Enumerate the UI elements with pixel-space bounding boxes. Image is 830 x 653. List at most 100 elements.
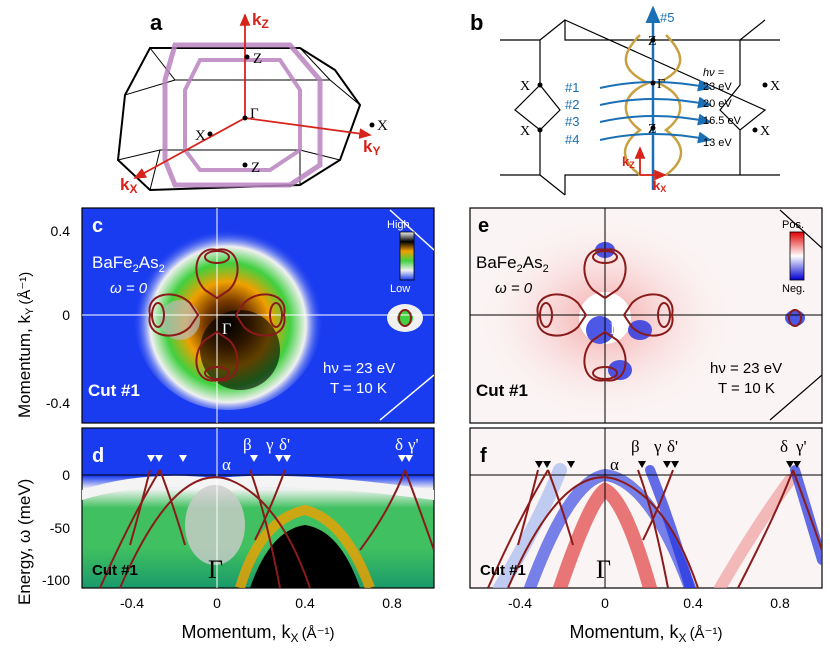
ky-axis (244, 117, 372, 139)
band-f-gamma: γ (653, 437, 662, 456)
diag-x-left: X (520, 79, 530, 94)
bz-hex-purple (183, 58, 302, 172)
panel-a-bz: a kZ kY kX Z Γ Z X X (116, 10, 388, 196)
disp-f-bands (487, 469, 822, 588)
diag-kx-label: kX (653, 178, 666, 194)
bz-z-bot: Z (251, 160, 260, 176)
xtick-f-0.4: 0.4 (683, 595, 703, 611)
map-e-contours (536, 248, 802, 382)
diag-gamma: Γ (657, 77, 665, 92)
hv4: 13 eV (703, 137, 732, 149)
bz-inner-purple (162, 42, 323, 188)
xtick-f-0.8: 0.8 (770, 595, 790, 611)
panel-b-cuts: b #5 #1 #2 #3 #4 hν = 23 eV 20 eV 16.5 e… (470, 5, 780, 196)
panel-d-dispersion: α β γ δ' δ γ' d Cut #1 Γ 0 -50 -100 Ener… (15, 427, 435, 645)
map-e-T: T = 10 K (718, 380, 775, 397)
cbar-c-low: Low (390, 283, 410, 295)
cut5-label: #5 (660, 10, 674, 25)
band-d-gamma: γ (265, 435, 274, 454)
map-c-T: T = 10 K (330, 380, 387, 397)
band-d-gammap: γ' (407, 435, 419, 454)
map-c-gamma: Γ (222, 321, 231, 338)
diag-kz-label: kZ (622, 154, 635, 170)
diag-z-mid: Z (648, 122, 657, 137)
hv2: 20 eV (703, 98, 732, 110)
panel-label-b: b (470, 10, 483, 35)
cut4-label: #4 (565, 132, 579, 147)
xtick-f-0: 0 (601, 595, 609, 611)
fs-right-gold (654, 34, 683, 176)
xtick-d-0: 0 (213, 595, 221, 611)
map-e-hv: hν = 23 eV (710, 360, 782, 377)
ytick-d-0: 0 (62, 467, 70, 483)
band-d-delta: δ (395, 435, 403, 454)
bz-edges (117, 47, 361, 191)
disp-d-cut: Cut #1 (92, 562, 138, 579)
map-e-compound: BaFe2As2 (476, 253, 549, 275)
cbar-e-pos: Pos. (782, 219, 804, 231)
cbar-c-high: High (387, 219, 410, 231)
band-f-gammap: γ' (795, 437, 807, 456)
diag-x-right2: X (760, 124, 770, 139)
cut2-arrow (599, 96, 712, 109)
xlabel-f: Momentum, kX (Å⁻¹) (570, 622, 723, 645)
ytick-c-neg0.4: -0.4 (46, 395, 70, 411)
diag-x-right: X (770, 79, 780, 94)
map-e-cut: Cut #1 (476, 381, 528, 400)
ylabel-c: Momentum, kY(Å⁻¹) (15, 272, 36, 418)
disp-f-cut: Cut #1 (480, 562, 526, 579)
kz-label: kZ (252, 10, 269, 31)
panel-e-map: Pos. Neg. e BaFe2As2 ω = 0 hν = 23 eV T … (469, 207, 823, 424)
disp-f-markers (535, 461, 801, 468)
diag-z-top: Z (648, 34, 657, 49)
ytick-c-0.4: 0.4 (51, 223, 71, 239)
diag-x-left2: X (520, 124, 530, 139)
map-c-omega: ω = 0 (110, 280, 148, 297)
band-d-deltap: δ' (279, 435, 290, 454)
disp-d-gamma-big: Γ (208, 555, 223, 584)
band-d-beta: β (243, 435, 252, 454)
map-c-cut: Cut #1 (88, 381, 140, 400)
map-e-gamma: Γ (610, 321, 619, 338)
bz-gamma: Γ (250, 106, 259, 122)
panel-label-c: c (92, 215, 103, 237)
bz-left-lines (500, 19, 566, 196)
panel-f-dispersion: α β γ δ' δ γ' f Cut #1 Γ -0.4 0 0.4 0.8 … (469, 427, 823, 645)
ylabel-d: Energy, ω (meV) (15, 479, 34, 605)
kx-axis (133, 117, 246, 179)
cut2-label: #2 (565, 97, 579, 112)
map-c-contours (148, 248, 412, 382)
cbar-c (399, 231, 415, 281)
map-c-compound: BaFe2As2 (92, 253, 165, 275)
cut1-label: #1 (565, 80, 579, 95)
band-f-delta: δ (780, 437, 788, 456)
cut3-label: #3 (565, 114, 579, 129)
disp-d-bands (99, 469, 434, 588)
xtick-d-0.8: 0.8 (382, 595, 402, 611)
hv1: 23 eV (703, 81, 732, 93)
map-c-hv: hν = 23 eV (323, 360, 395, 377)
bz-z-top: Z (253, 51, 262, 67)
ky-label: kY (363, 137, 380, 158)
ytick-c-0: 0 (62, 307, 70, 323)
cut4-arrow (599, 131, 712, 144)
fs-left-gold (623, 34, 652, 176)
kx-label: kX (120, 175, 137, 196)
xlabel-d: Momentum, kX (Å⁻¹) (182, 622, 335, 645)
cut3-arrow (599, 113, 712, 126)
cbar-e-neg: Neg. (782, 283, 805, 295)
disp-f-gamma-big: Γ (596, 555, 611, 584)
ytick-d-100: -100 (42, 572, 70, 588)
xtick-d-neg0.4: -0.4 (120, 595, 144, 611)
ytick-d-50: -50 (50, 520, 70, 536)
panel-c-map: High Low c BaFe2As2 ω = 0 hν = 23 eV T =… (15, 207, 435, 424)
band-f-alpha: α (610, 455, 619, 474)
hv-label: hν = (703, 67, 725, 79)
band-f-beta: β (631, 437, 640, 456)
bz-x-left: X (195, 128, 206, 144)
xtick-f-neg0.4: -0.4 (508, 595, 532, 611)
xtick-d-0.4: 0.4 (295, 595, 315, 611)
band-d-alpha: α (222, 455, 231, 474)
panel-label-f: f (480, 445, 487, 467)
disp-d-markers (147, 455, 413, 462)
